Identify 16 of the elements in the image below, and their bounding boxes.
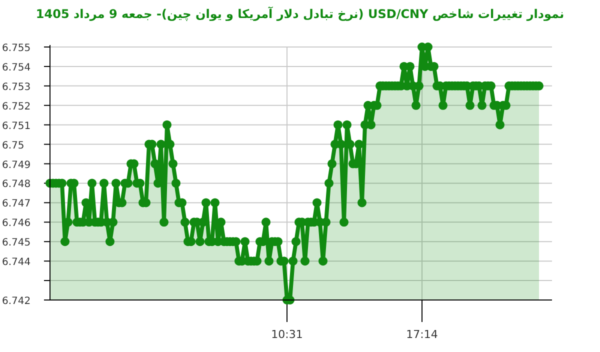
- y-tick-label: 6.75: [2, 140, 24, 152]
- title: نمودار تغییرات شاخص USD/CNY (نرخ تبادل دلار آمریکا و یوان چین)- جمعه 9 مرداد 1405: [36, 7, 564, 21]
- y-tick-label: 6.744: [2, 257, 31, 268]
- y-tick-label: 6.742: [2, 296, 31, 307]
- y-tick-label: 6.749: [2, 160, 31, 171]
- y-tick-label: 6.753: [2, 82, 31, 93]
- y-tick-label: 6.755: [2, 43, 31, 54]
- y-tick-label: 6.752: [2, 101, 31, 112]
- y-tick-label: 6.754: [2, 62, 31, 74]
- y-tick-label: 6.747: [2, 198, 31, 210]
- y-tick-label: 6.748: [2, 179, 31, 190]
- x-tick-label: 17:14: [406, 328, 438, 341]
- y-tick-label: 6.746: [2, 218, 31, 230]
- y-tick-label: 6.751: [2, 120, 31, 132]
- y-tick-label: 6.745: [2, 238, 31, 249]
- x-tick-label: 10:31: [271, 328, 303, 341]
